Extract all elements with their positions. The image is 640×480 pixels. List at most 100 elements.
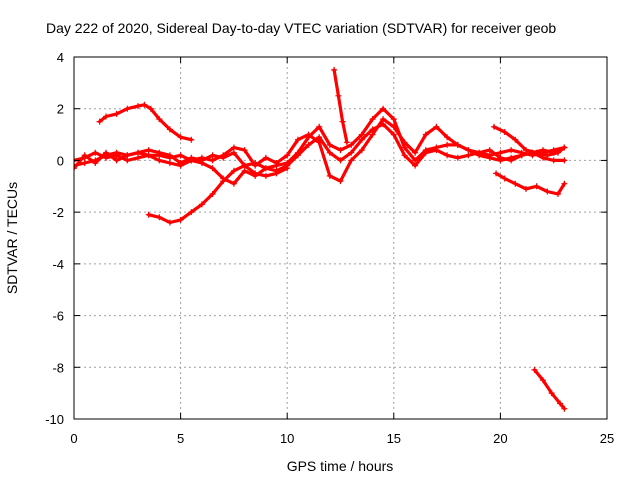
y-tick-label: -4 [52,257,64,272]
y-tick-label: -2 [52,205,64,220]
data-point [390,131,397,138]
data-point [540,147,546,154]
series-track-e [96,101,195,143]
series-track-d [145,162,291,226]
data-point [92,149,99,156]
y-tick-label: -6 [52,309,64,324]
data-point [177,134,184,141]
data-point [422,131,429,138]
data-point [501,129,508,135]
x-tick-label: 15 [387,431,401,446]
data-point [550,157,557,164]
data-point [401,139,408,146]
data-point [316,123,323,130]
data-point [141,101,148,108]
data-point [497,157,504,164]
chart-title: Day 222 of 2020, Sidereal Day-to-day VTE… [46,20,556,36]
data-point [262,172,269,179]
data-point [454,141,461,148]
data-point [433,123,440,130]
data-point [113,110,120,117]
data-point [220,178,227,185]
data-point [561,180,568,187]
data-point [188,209,195,216]
series-track-i [531,366,568,412]
data-point [156,152,163,159]
data-point [135,154,141,161]
data-point [369,116,376,123]
data-point [166,160,173,166]
data-point [262,165,269,172]
data-point [533,149,540,156]
series-track-c [74,116,568,185]
data-point [209,152,216,159]
series-track-g [493,170,568,197]
data-point [124,105,131,112]
data-point [412,157,419,164]
data-point [156,214,163,221]
data-point [188,157,195,164]
data-point [166,219,173,226]
data-point [147,105,154,112]
data-point [177,216,184,223]
data-point [316,134,323,141]
data-point [380,116,387,123]
data-point [422,149,429,156]
data-point [557,400,564,407]
data-point [486,154,493,161]
data-point [124,157,131,164]
data-point [166,126,173,133]
data-point [198,154,205,161]
data-point [230,149,237,156]
data-point [555,149,561,156]
data-point [305,131,312,138]
data-point [501,175,508,182]
data-point [401,152,408,159]
data-point [209,165,216,172]
data-point [523,185,529,192]
data-point [273,160,280,166]
data-point [209,157,216,164]
data-point [92,157,99,164]
data-point [220,152,227,159]
data-point [544,188,551,195]
data-point [465,147,472,154]
data-point [103,152,109,159]
data-point [74,162,77,169]
data-point [96,118,103,125]
data-point [348,141,355,148]
data-point [113,157,120,164]
data-point [518,152,525,159]
data-point [444,141,451,148]
data-point [241,167,248,174]
tick-labels: 0 5 10 15 20 25 -10 -8 -6 -4 -2 0 2 4 [45,50,614,446]
data-point [337,178,344,185]
data-point [476,152,483,159]
data-point [294,136,301,143]
x-tick-label: 20 [493,431,507,446]
data-point [113,149,120,156]
data-point [166,154,173,161]
data-point [262,154,269,161]
data-point [145,152,152,159]
data-point [331,66,338,73]
data-point [230,167,237,174]
data-point [316,139,323,146]
data-point [337,147,344,154]
data-point [343,139,350,146]
data-point [252,162,259,169]
data-point [358,131,365,138]
data-point [491,123,497,130]
data-point [305,141,312,148]
data-point [512,136,519,143]
data-point [348,157,355,164]
data-point [401,144,408,151]
data-point [465,152,472,159]
data-point [561,157,568,164]
data-point [540,377,546,384]
data-point [335,92,342,99]
data-point [412,149,419,156]
data-point [124,152,131,159]
series-track-f [331,66,350,146]
